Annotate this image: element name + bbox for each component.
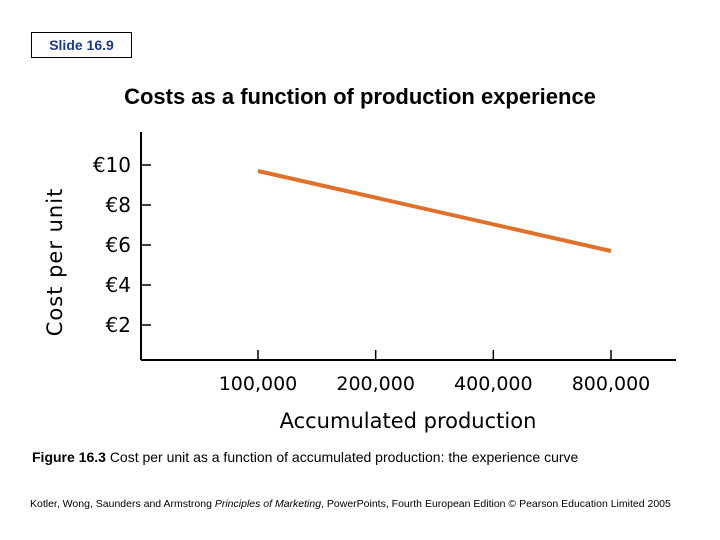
footer-edition: , PowerPoints, Fourth European Edition ©… — [321, 498, 671, 510]
figure-caption: Figure 16.3 Cost per unit as a function … — [32, 448, 632, 467]
y-tick-label: €8 — [106, 193, 131, 217]
x-tick-label: 400,000 — [454, 373, 533, 395]
copyright-footer: Kotler, Wong, Saunders and Armstrong Pri… — [30, 498, 671, 510]
x-tick-label: 100,000 — [219, 373, 298, 395]
slide-number-badge: Slide 16.9 — [31, 32, 132, 58]
x-tick-label: 200,000 — [336, 373, 415, 395]
y-axis-title: Cost per unit — [43, 188, 67, 337]
experience-curve-line — [257, 169, 612, 253]
x-tick-label: 800,000 — [572, 373, 651, 395]
slide-title: Costs as a function of production experi… — [124, 84, 596, 109]
figure-description: Cost per unit as a function of accumulat… — [109, 449, 579, 465]
x-axis-title: Accumulated production — [280, 409, 537, 433]
y-tick-label: €10 — [93, 153, 131, 177]
figure-label: Figure 16.3 — [32, 449, 106, 465]
experience-curve-chart: €2 €4 €6 €8 €10 100,000 200,000 400,000 800,000 A… — [43, 132, 676, 433]
y-tick-label: €2 — [106, 313, 131, 337]
footer-authors: Kotler, Wong, Saunders and Armstrong — [30, 498, 212, 510]
y-tick-label: €6 — [106, 233, 131, 257]
y-tick-label: €4 — [106, 273, 131, 297]
footer-book-title: Principles of Marketing — [214, 498, 322, 510]
